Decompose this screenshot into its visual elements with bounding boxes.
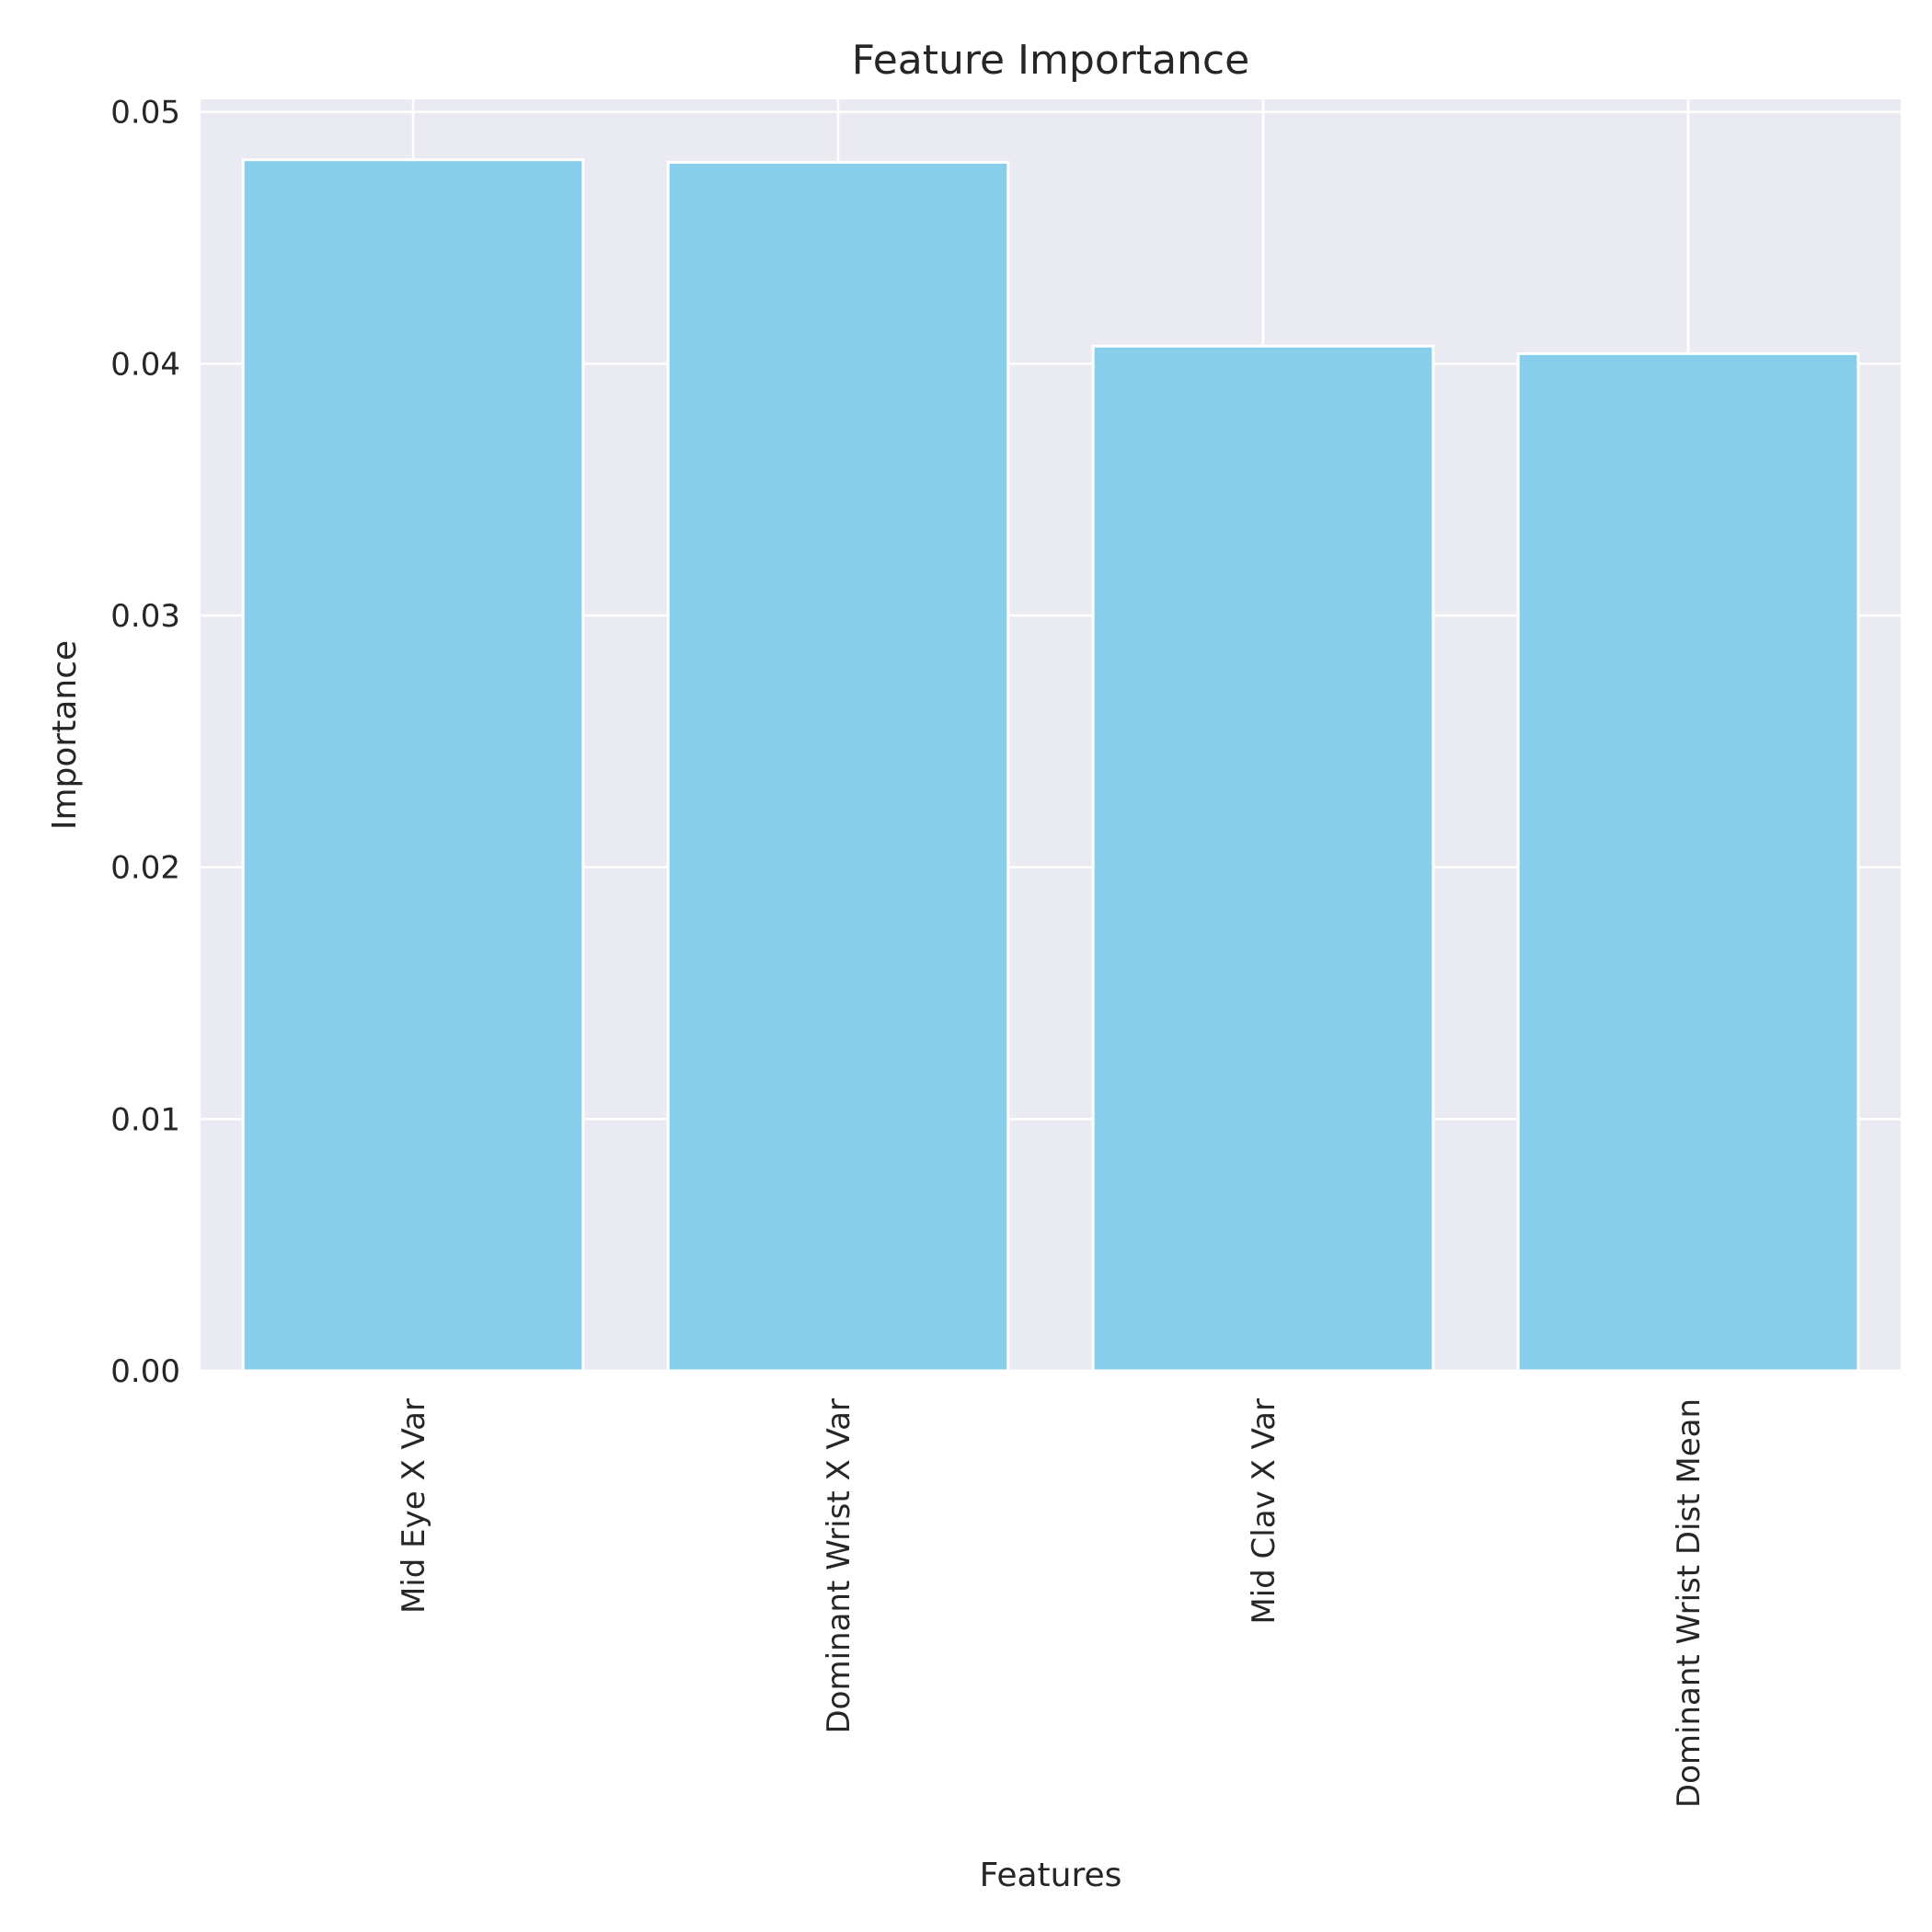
bar <box>241 158 585 1373</box>
bars <box>241 158 1860 1373</box>
x-axis-label: Features <box>980 1857 1122 1894</box>
x-tick-label: Mid Clav X Var <box>1246 1398 1282 1625</box>
y-tick-label: 0.01 <box>110 1101 180 1138</box>
y-tick-label: 0.00 <box>110 1353 180 1390</box>
x-tick-label: Dominant Wrist Dist Mean <box>1671 1398 1708 1808</box>
x-tick-label: Mid Eye X Var <box>396 1398 432 1614</box>
bar <box>666 160 1010 1373</box>
y-axis-label: Importance <box>46 640 84 830</box>
chart-title: Feature Importance <box>852 37 1249 84</box>
y-tick-label: 0.05 <box>110 95 180 132</box>
y-tick-label: 0.02 <box>110 850 180 887</box>
y-tick-label: 0.03 <box>110 598 180 635</box>
x-tick-labels: Mid Eye X Var Dominant Wrist X Var Mid Cla… <box>396 1398 1708 1808</box>
x-tick-label: Dominant Wrist X Var <box>821 1398 857 1734</box>
y-tick-label: 0.04 <box>110 346 180 383</box>
bar <box>1516 351 1860 1373</box>
y-tick-labels: 0.00 0.01 0.02 0.03 0.04 0.05 <box>110 95 180 1390</box>
bar <box>1091 344 1435 1373</box>
